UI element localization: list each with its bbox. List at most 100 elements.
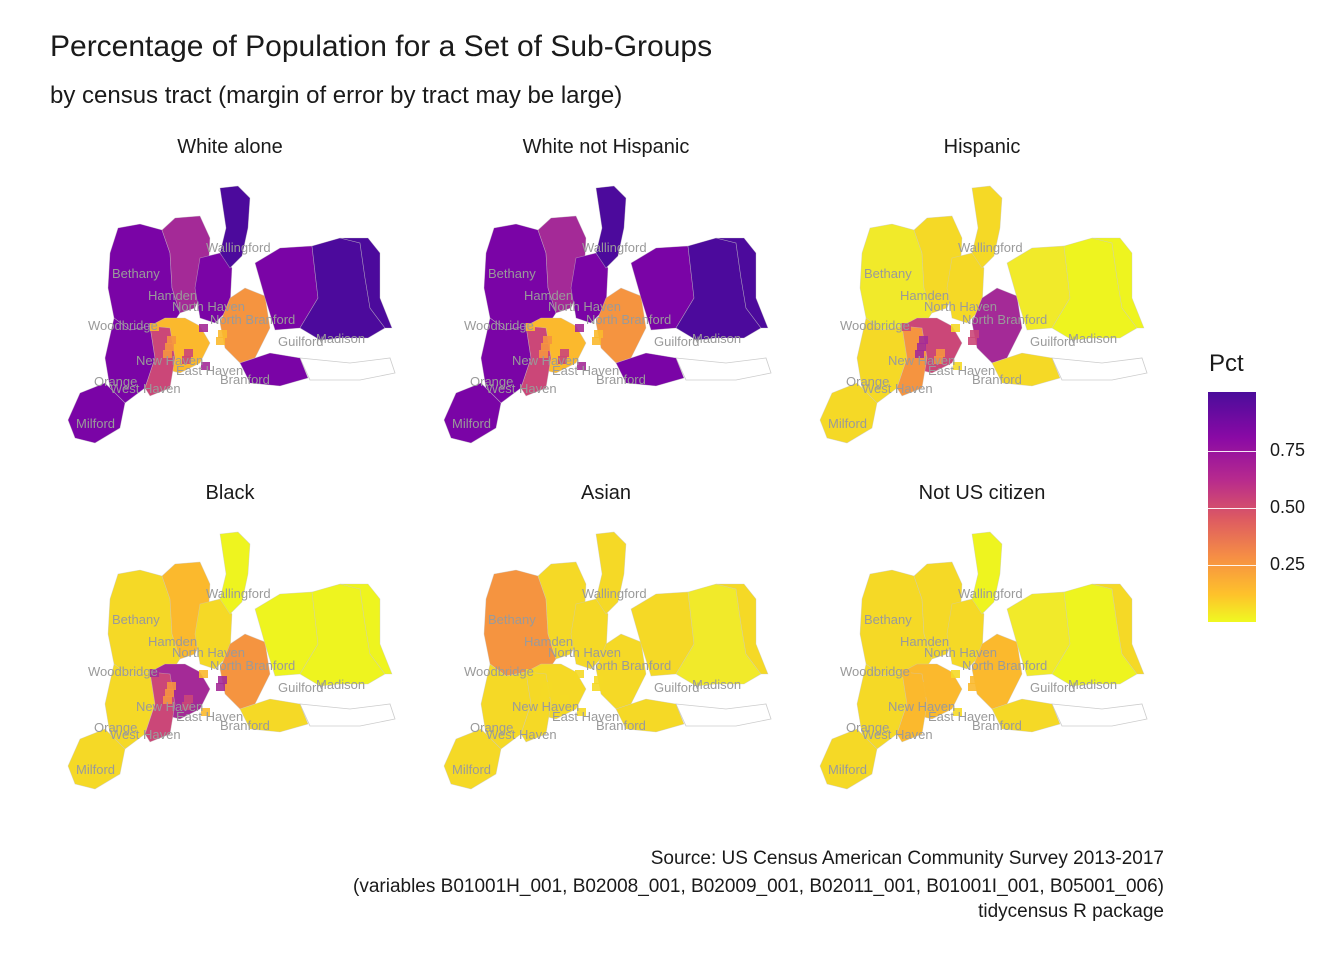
town-label: Guilford [654, 680, 700, 695]
caption-line: Source: US Census American Community Sur… [650, 848, 1164, 869]
tract-cell [218, 676, 227, 684]
town-label: North Haven [172, 299, 245, 314]
tract-cell [951, 670, 960, 678]
legend-tick [1208, 451, 1256, 452]
tract-cell [167, 682, 176, 690]
town-label: Hamden [148, 634, 197, 649]
town-label: North Haven [924, 299, 997, 314]
town-region-bra [991, 698, 1061, 733]
tract-cell [936, 695, 945, 703]
town-label: Wallingford [582, 586, 647, 601]
town-label: Orange [846, 720, 889, 735]
legend-tick [1208, 508, 1256, 509]
tract-cell [165, 343, 174, 351]
town-label: West Haven [862, 381, 933, 396]
town-region-wall [971, 531, 1003, 615]
tract-cell [970, 330, 979, 338]
town-region-milf [819, 382, 878, 444]
tract-cell [594, 330, 603, 338]
town-label: Madison [316, 677, 365, 692]
town-label: Bethany [488, 612, 536, 627]
town-region-wall [219, 185, 251, 269]
tract-cell [934, 702, 943, 710]
town-label: Bethany [864, 612, 912, 627]
tract-cell [560, 695, 569, 703]
town-region-milf [443, 728, 502, 790]
tract-cell [919, 682, 928, 690]
tract-cell [199, 670, 208, 678]
town-label: Bethany [112, 612, 160, 627]
tract-cell [182, 702, 191, 710]
town-label: Bethany [864, 266, 912, 281]
tract-cell [541, 689, 550, 697]
legend-tick-label: 0.50 [1270, 497, 1306, 517]
town-region-wall [595, 185, 627, 269]
tract-cell [577, 708, 586, 716]
town-region-mad [715, 237, 769, 329]
plot-title: Percentage of Population for a Set of Su… [50, 30, 713, 63]
town-label: North Branford [586, 312, 671, 327]
town-region-milf [819, 728, 878, 790]
town-label: Branford [220, 372, 270, 387]
town-label: Guilford [1030, 680, 1076, 695]
facet-title: White alone [177, 136, 283, 158]
tract-cell [539, 696, 548, 704]
town-label: Guilford [278, 334, 324, 349]
town-label: North Haven [924, 645, 997, 660]
town-label: East Haven [928, 709, 995, 724]
town-label: Madison [1068, 677, 1117, 692]
tract-cell [936, 349, 945, 357]
legend-tick [1208, 565, 1256, 566]
tract-cell [184, 695, 193, 703]
tract-cell [163, 696, 172, 704]
town-region-bra [615, 698, 685, 733]
town-label: East Haven [928, 363, 995, 378]
legend-title: Pct [1209, 350, 1244, 377]
town-label: Milford [452, 416, 491, 431]
tract-cell [526, 323, 535, 331]
town-label: New Haven [136, 699, 203, 714]
facet-title: Not US citizen [918, 482, 1046, 504]
town-region-mad [339, 583, 393, 675]
town-label: West Haven [486, 381, 557, 396]
tract-cell [526, 669, 535, 677]
town-label: East Haven [176, 709, 243, 724]
tract-cell [541, 343, 550, 351]
tract-cell [201, 362, 210, 370]
town-label: New Haven [136, 353, 203, 368]
facet-panel: Not US citizen Wallingford Bethany Hamden No… [802, 482, 1182, 802]
town-label: North Branford [962, 658, 1047, 673]
tract-cell [594, 676, 603, 684]
town-label: Woodbridge [840, 318, 910, 333]
town-label: Madison [692, 331, 741, 346]
town-label: Milford [76, 762, 115, 777]
caption-line: (variables B01001H_001, B02008_001, B020… [353, 876, 1164, 897]
tract-cell [968, 337, 977, 345]
town-label: Milford [828, 762, 867, 777]
town-label: North Branford [210, 658, 295, 673]
tract-cell [201, 708, 210, 716]
town-label: Wallingford [958, 586, 1023, 601]
town-label: Branford [596, 372, 646, 387]
tract-cell [216, 337, 225, 345]
town-label: Guilford [1030, 334, 1076, 349]
tract-cell [575, 670, 584, 678]
tract-cell [577, 362, 586, 370]
town-label: Milford [452, 762, 491, 777]
town-region-wall [219, 531, 251, 615]
town-label: Branford [972, 372, 1022, 387]
facet-panel: White not Hispanic Wallingford Bethany Hamd… [426, 136, 806, 456]
tract-cell [167, 336, 176, 344]
tract-cell [539, 350, 548, 358]
town-label: Wallingford [206, 240, 271, 255]
town-label: Milford [828, 416, 867, 431]
facet-panel: Asian Wallingford Bethany Hamden North Haven… [426, 482, 806, 802]
town-label: Wallingford [958, 240, 1023, 255]
tract-cell [919, 336, 928, 344]
town-label: North Branford [210, 312, 295, 327]
